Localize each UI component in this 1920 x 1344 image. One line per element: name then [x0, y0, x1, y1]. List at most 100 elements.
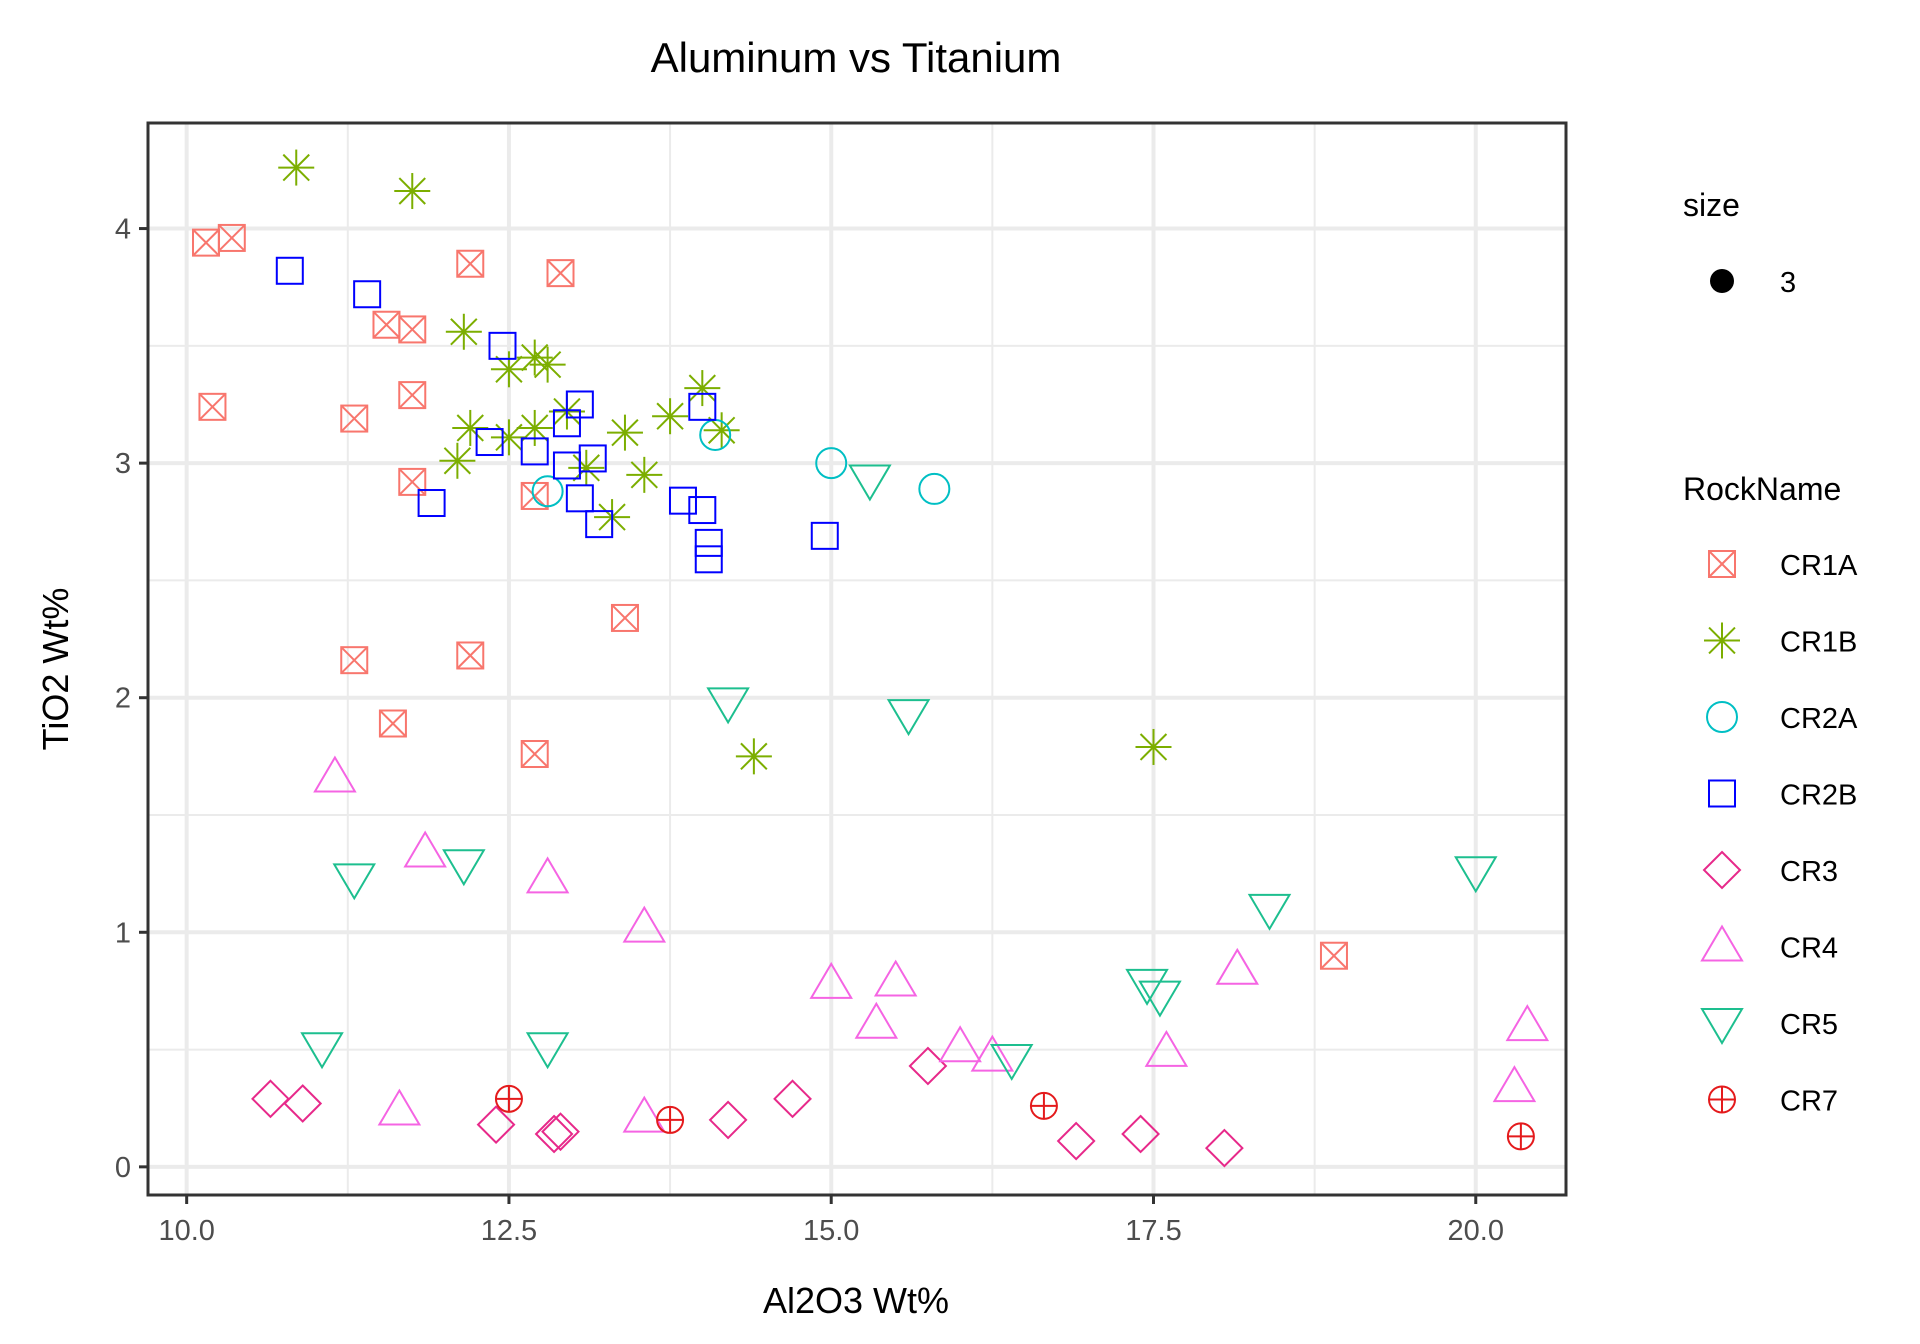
legend-label-cr3: CR3	[1780, 856, 1838, 888]
point-cr1b	[445, 313, 482, 350]
point-cr1a	[610, 603, 639, 632]
point-cr1b	[703, 412, 740, 449]
point-cr5	[1247, 893, 1292, 931]
x-tick-label: 17.5	[1125, 1215, 1181, 1247]
point-cr2b	[417, 489, 446, 518]
size-legend-key	[1710, 269, 1734, 293]
point-cr4	[809, 961, 853, 999]
point-cr2b	[565, 390, 594, 419]
point-cr1a	[398, 467, 427, 496]
point-cr5	[886, 699, 931, 737]
point-cr2b	[353, 280, 382, 309]
legend-label-cr4: CR4	[1780, 933, 1838, 965]
point-cr1a	[456, 249, 485, 278]
point-cr1b	[394, 173, 431, 210]
point-cr5	[848, 464, 892, 502]
legend-label-cr5: CR5	[1780, 1009, 1838, 1041]
x-tick-label: 10.0	[158, 1215, 214, 1247]
point-cr1a	[340, 646, 369, 675]
point-cr4	[525, 856, 570, 894]
point-cr5	[525, 1032, 570, 1070]
y-tick-label: 0	[115, 1152, 131, 1184]
point-cr1a	[1319, 941, 1348, 970]
legend-key-cr4	[1700, 924, 1744, 962]
point-cr1b	[606, 414, 643, 451]
point-cr2a	[531, 475, 564, 508]
plot-panel	[148, 123, 1566, 1195]
x-tick-label: 12.5	[481, 1215, 537, 1247]
point-cr2b	[475, 428, 504, 457]
rockname-legend-title: RockName	[1683, 471, 1841, 507]
point-cr4	[854, 1001, 899, 1039]
point-cr2b	[810, 521, 839, 550]
size-legend-title: size	[1683, 187, 1740, 223]
point-cr1b	[439, 442, 476, 479]
point-cr1b	[516, 409, 553, 446]
point-cr1b	[452, 409, 489, 446]
y-axis-label: TiO2 Wt%	[35, 588, 76, 751]
point-cr1a	[398, 315, 427, 344]
point-cr4	[970, 1034, 1015, 1072]
point-cr1b	[490, 351, 527, 388]
x-axis-label: Al2O3 Wt%	[763, 1280, 949, 1321]
point-cr1a	[198, 392, 227, 421]
point-cr4	[377, 1088, 422, 1126]
legend-label-cr1a: CR1A	[1780, 550, 1858, 582]
legend-key-cr5	[1700, 1008, 1744, 1045]
legend-label-cr7: CR7	[1780, 1086, 1838, 1118]
plot-panel-border	[146, 121, 1568, 1197]
point-cr7	[1506, 1122, 1535, 1151]
y-tick-label: 3	[115, 448, 131, 480]
legend-key-cr2a	[1706, 701, 1738, 733]
point-cr1b	[278, 149, 315, 186]
point-cr3	[283, 1084, 323, 1123]
point-cr2b	[688, 392, 717, 421]
point-cr1a	[456, 641, 485, 670]
legend-key-cr7	[1708, 1085, 1736, 1114]
grid-lines	[148, 123, 1566, 1195]
point-cr4	[622, 905, 667, 943]
point-cr2b	[688, 496, 717, 525]
point-cr5	[332, 863, 377, 901]
point-cr1b	[568, 449, 605, 486]
point-cr1a	[546, 259, 575, 288]
point-cr5	[989, 1043, 1034, 1081]
point-cr4	[1492, 1065, 1537, 1103]
x-tick-label: 20.0	[1448, 1215, 1504, 1247]
y-tick-label: 4	[115, 214, 131, 246]
point-cr3	[1204, 1128, 1244, 1168]
point-cr3	[541, 1112, 580, 1152]
legend-key-cr1b	[1704, 622, 1740, 659]
point-cr5	[300, 1032, 344, 1070]
point-cr4	[938, 1025, 982, 1063]
point-cr1b	[735, 738, 772, 775]
point-cr3	[773, 1079, 812, 1119]
point-cr2b	[488, 331, 517, 360]
point-cr3	[1121, 1114, 1161, 1154]
point-cr3	[708, 1100, 748, 1140]
point-cr7	[656, 1105, 685, 1134]
point-cr4	[403, 830, 447, 868]
point-cr5	[1454, 856, 1498, 894]
point-cr3	[534, 1114, 574, 1154]
legend: size 3 RockName CR1A CR1B CR2A CR2B CR3 CR4 CR5 CR…	[1683, 187, 1858, 1118]
legend-key-cr2b	[1708, 779, 1736, 808]
point-cr1a	[217, 223, 246, 252]
point-cr2b	[520, 437, 549, 466]
y-tick-label: 1	[115, 917, 131, 949]
point-cr4	[873, 959, 918, 997]
point-cr4	[1144, 1029, 1189, 1067]
point-cr1a	[378, 709, 407, 738]
point-cr5	[1138, 980, 1182, 1018]
point-cr4	[313, 755, 357, 793]
point-cr1a	[520, 740, 549, 769]
point-cr5	[1125, 968, 1169, 1006]
legend-label-cr2b: CR2B	[1780, 780, 1857, 812]
point-cr7	[494, 1084, 523, 1113]
size-legend-label: 3	[1780, 267, 1796, 299]
legend-label-cr1b: CR1B	[1780, 627, 1857, 659]
axes: 10.0 12.5 15.0 17.5 20.0 0 1 2 3 4	[115, 214, 1504, 1247]
point-cr3	[251, 1079, 290, 1119]
point-cr1a	[398, 381, 427, 410]
